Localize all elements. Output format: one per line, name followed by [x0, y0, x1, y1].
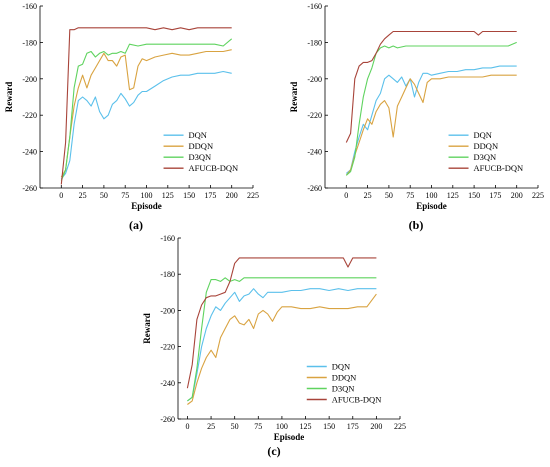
- series-line-afucb-dqn: [186, 257, 377, 389]
- x-tick-label: 225: [532, 191, 544, 200]
- y-tick-label: -200: [160, 306, 175, 315]
- y-tick-label: -260: [22, 184, 37, 193]
- legend-label: DQN: [332, 362, 350, 372]
- legend-label: D3QN: [189, 152, 212, 162]
- x-axis-title: Episode: [416, 201, 447, 211]
- series-line-dqn: [187, 288, 377, 402]
- x-tick-label: 150: [323, 422, 335, 431]
- x-tick-label: 50: [231, 422, 239, 431]
- x-tick-label: 225: [247, 191, 259, 200]
- x-tick-label: 25: [79, 191, 87, 200]
- x-tick-label: 200: [511, 191, 523, 200]
- y-tick-label: -200: [307, 75, 322, 84]
- x-tick-label: 125: [162, 191, 174, 200]
- y-axis-title: Reward: [4, 82, 14, 113]
- series-group: [60, 27, 233, 185]
- y-tick-label: -200: [22, 75, 37, 84]
- y-tick-label: -220: [307, 111, 322, 120]
- legend-label: DDQN: [189, 141, 214, 151]
- x-tick-label: 0: [59, 191, 63, 200]
- x-tick-label: 150: [468, 191, 480, 200]
- panel-label: (b): [409, 218, 424, 232]
- y-tick-label: -240: [22, 148, 37, 157]
- x-tick-label: 0: [344, 191, 348, 200]
- panel-label: (c): [267, 444, 280, 458]
- x-axis-title: Episode: [274, 432, 305, 442]
- series-line-afucb-dqn: [345, 30, 517, 143]
- y-tick-label: -240: [160, 379, 175, 388]
- y-axis-title: Reward: [142, 313, 152, 344]
- chart-panel-1: -160 -180 -200 -220 -240 -260 0 25 50 75 100 125 150…: [4, 2, 259, 232]
- x-tick-label: 0: [185, 422, 189, 431]
- y-tick-label: -180: [307, 38, 322, 47]
- legend-label: D3QN: [332, 384, 355, 394]
- x-tick-label: 225: [394, 422, 406, 431]
- panel-label: (a): [129, 218, 143, 232]
- series-group: [345, 30, 517, 176]
- chart-panel-3: -160 -180 -200 -220 -240 -260 0 25 50 75 100 125 150…: [142, 234, 406, 458]
- x-tick-label: 200: [370, 422, 382, 431]
- x-tick-label: 200: [226, 191, 238, 200]
- x-tick-label: 50: [100, 191, 108, 200]
- legend-label: DDQN: [474, 141, 499, 151]
- y-tick-label: -240: [307, 148, 322, 157]
- y-tick-label: -220: [22, 111, 37, 120]
- series-line-d3qn: [345, 41, 517, 176]
- series-line-d3qn: [187, 277, 377, 402]
- x-tick-label: 150: [183, 191, 195, 200]
- y-tick-label: -180: [22, 38, 37, 47]
- x-tick-label: 175: [204, 191, 216, 200]
- x-tick-label: 100: [141, 191, 153, 200]
- x-axis-title: Episode: [131, 201, 162, 211]
- legend-label: DQN: [474, 130, 492, 140]
- y-tick-label: -160: [22, 2, 37, 11]
- x-tick-label: 75: [254, 422, 262, 431]
- x-tick-label: 25: [364, 191, 372, 200]
- legend-label: AFUCB-DQN: [474, 163, 524, 173]
- x-tick-label: 75: [121, 191, 129, 200]
- x-tick-label: 175: [347, 422, 359, 431]
- legend-label: DDQN: [332, 373, 357, 383]
- series-line-ddqn: [345, 74, 517, 176]
- series-line-afucb-dqn: [60, 27, 232, 185]
- x-tick-label: 75: [406, 191, 414, 200]
- x-tick-label: 100: [276, 422, 288, 431]
- series-line-ddqn: [60, 49, 232, 178]
- legend-label: DQN: [189, 130, 207, 140]
- y-tick-label: -160: [307, 2, 322, 11]
- series-line-ddqn: [187, 293, 377, 405]
- y-tick-label: -180: [160, 270, 175, 279]
- x-tick-label: 175: [489, 191, 501, 200]
- y-axis-title: Reward: [289, 82, 299, 113]
- y-tick-label: -160: [160, 234, 175, 243]
- series-group: [186, 257, 377, 405]
- x-tick-label: 125: [447, 191, 459, 200]
- x-tick-label: 125: [300, 422, 312, 431]
- x-tick-label: 50: [385, 191, 393, 200]
- chart-panel-2: -160 -180 -200 -220 -240 -260 0 25 50 75 100 125 150…: [289, 2, 544, 232]
- series-line-dqn: [60, 70, 232, 180]
- legend-label: AFUCB-DQN: [332, 395, 382, 405]
- legend-label: AFUCB-DQN: [189, 163, 239, 173]
- x-tick-label: 25: [207, 422, 215, 431]
- y-tick-label: -260: [160, 415, 175, 424]
- x-tick-label: 100: [426, 191, 438, 200]
- y-tick-label: -260: [307, 184, 322, 193]
- legend-label: D3QN: [474, 152, 497, 162]
- y-tick-label: -220: [160, 343, 175, 352]
- series-line-d3qn: [60, 38, 233, 181]
